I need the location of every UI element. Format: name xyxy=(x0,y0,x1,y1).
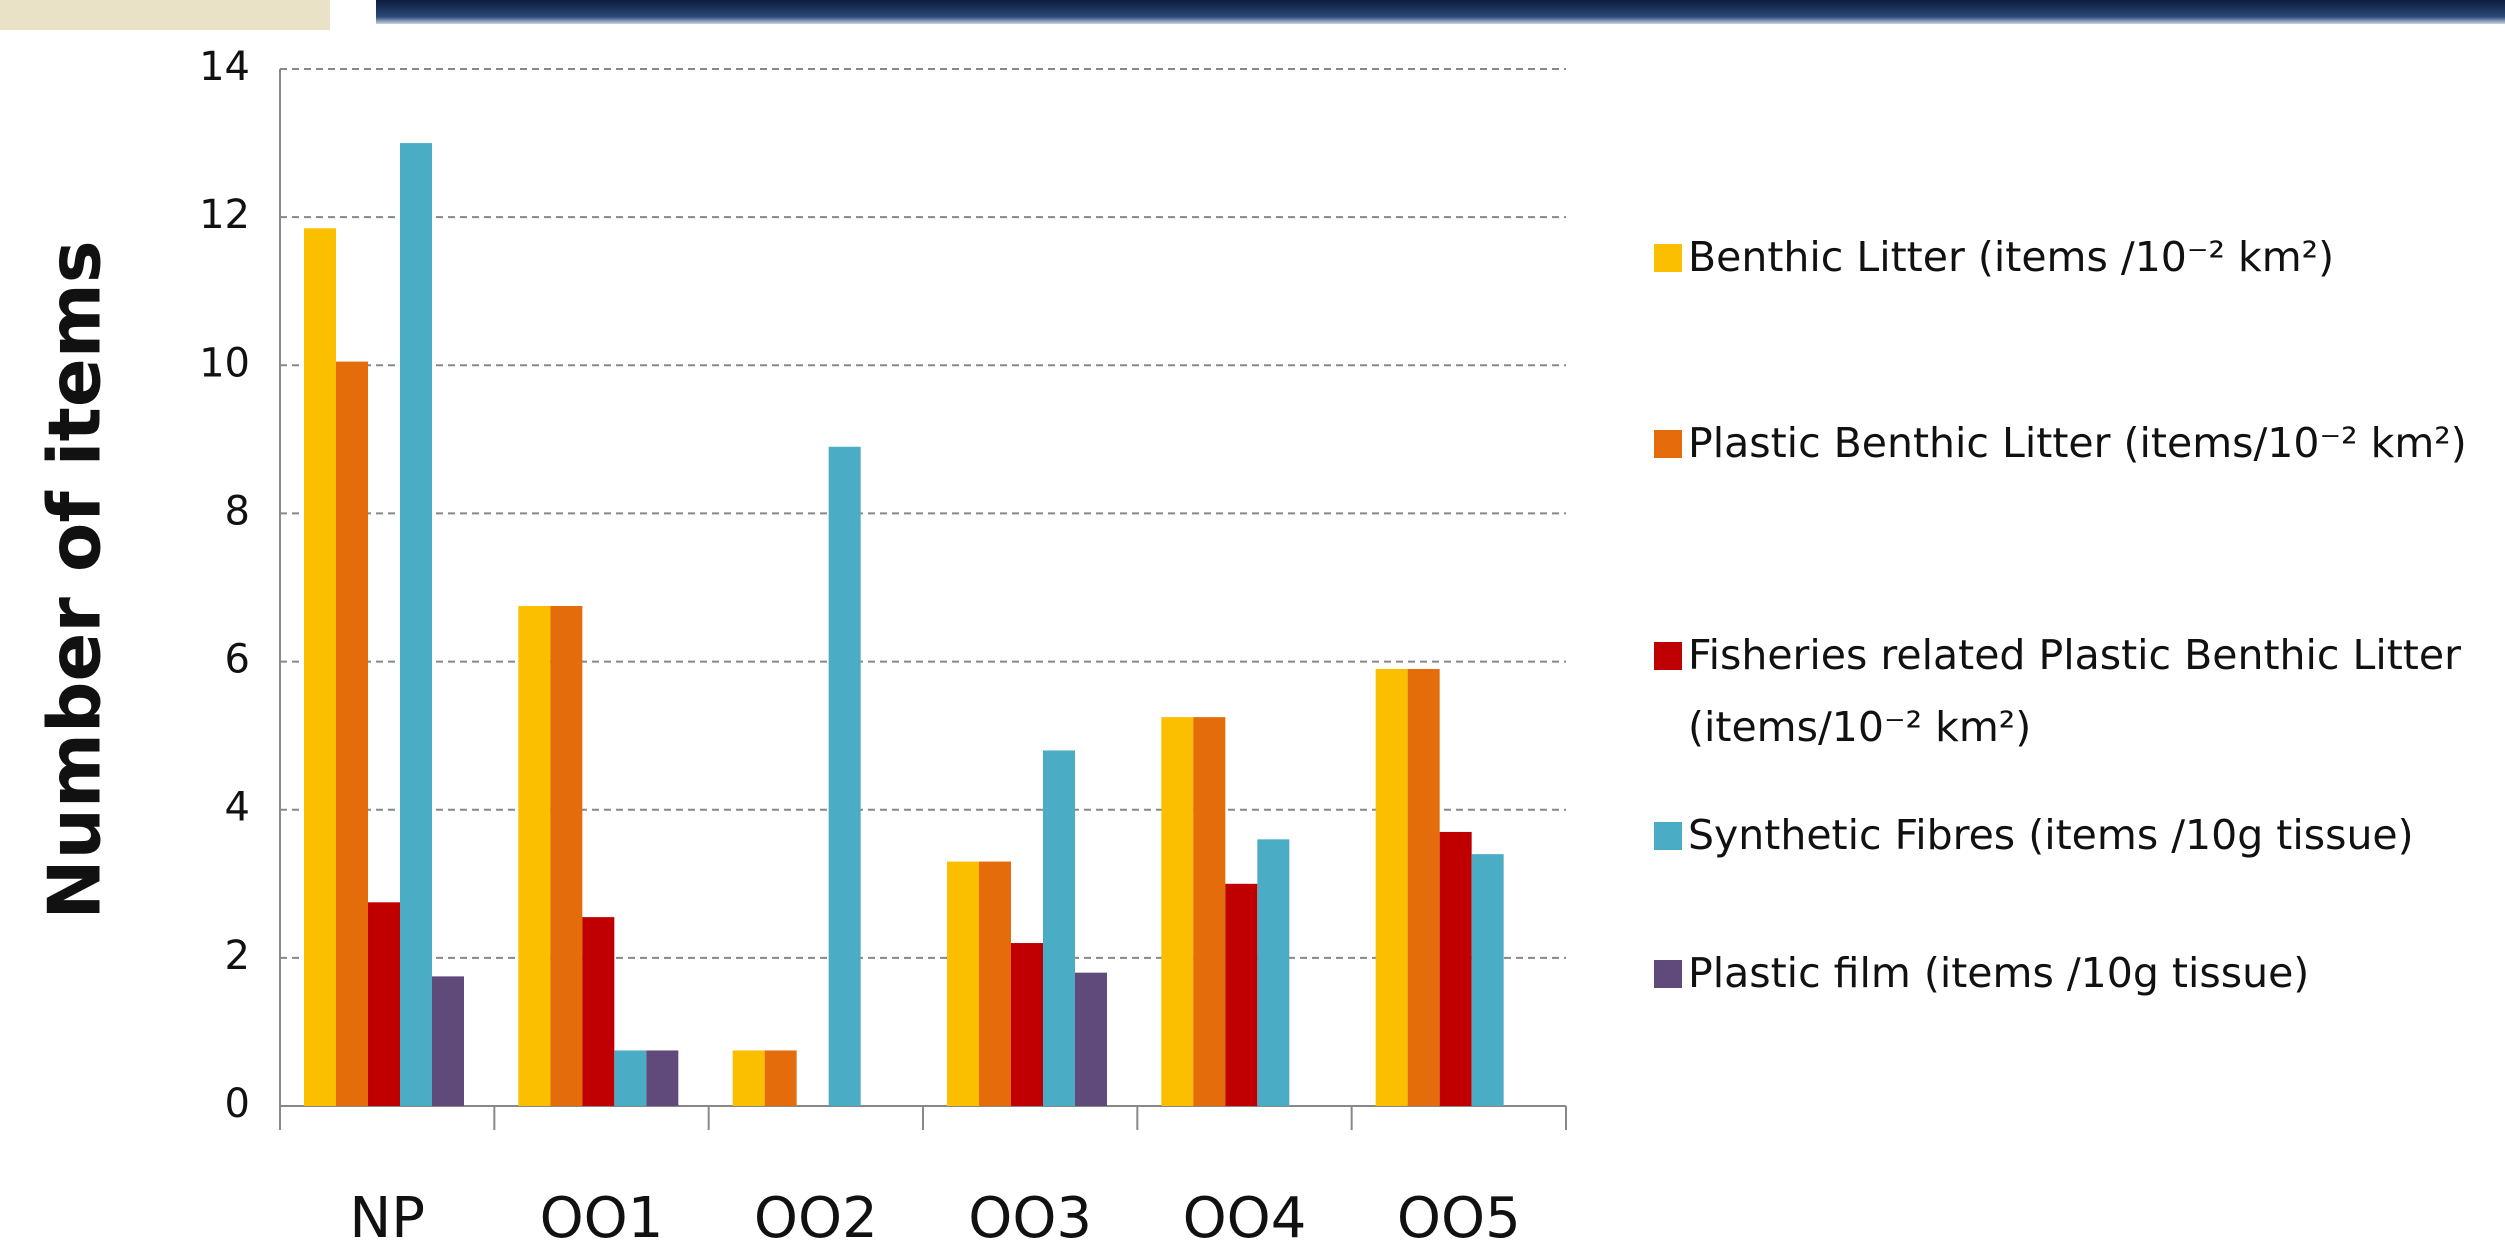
legend-entry: Fisheries related Plastic Benthic Litter… xyxy=(1654,620,2494,764)
y-tick-label: 0 xyxy=(225,1081,250,1127)
legend-label: Benthic Litter (items /10⁻² km²) xyxy=(1688,233,2335,281)
legend-label: Plastic Benthic Litter (items/10⁻² km²) xyxy=(1688,419,2467,467)
legend-swatch xyxy=(1654,430,1682,458)
bar xyxy=(550,606,583,1106)
legend-swatch xyxy=(1654,244,1682,272)
y-tick-label: 12 xyxy=(199,192,250,238)
bar xyxy=(368,902,400,1106)
x-tick-label: OO2 xyxy=(754,1186,878,1240)
header-band xyxy=(376,0,2505,24)
y-tick-label: 6 xyxy=(225,637,250,683)
bar xyxy=(432,976,464,1106)
legend-entry: Plastic Benthic Litter (items/10⁻² km²) xyxy=(1654,408,2494,480)
legend-swatch xyxy=(1654,822,1682,850)
corner-image xyxy=(0,0,330,30)
x-tick-label: OO1 xyxy=(540,1186,664,1240)
bar xyxy=(1161,717,1194,1106)
bar xyxy=(947,861,979,1106)
legend-entry: Synthetic Fibres (items /10g tissue) xyxy=(1654,800,2494,872)
bar xyxy=(1043,750,1075,1106)
bar xyxy=(336,361,368,1106)
legend-entry: Plastic film (items /10g tissue) xyxy=(1654,938,2494,1010)
bar xyxy=(1193,717,1226,1106)
legend-label: Plastic film (items /10g tissue) xyxy=(1688,949,2310,997)
legend-label: Fisheries related Plastic Benthic Litter… xyxy=(1688,631,2461,751)
bar xyxy=(1375,668,1408,1106)
bar xyxy=(732,1050,765,1106)
bar xyxy=(1225,883,1258,1106)
bar xyxy=(1075,972,1107,1106)
y-axis-label: Number of items xyxy=(33,240,117,919)
bar xyxy=(582,917,615,1106)
bar xyxy=(1257,839,1290,1106)
legend-swatch xyxy=(1654,642,1682,670)
x-tick-label: OO3 xyxy=(968,1186,1092,1240)
y-tick-label: 14 xyxy=(199,44,250,90)
bar xyxy=(304,228,336,1107)
bar xyxy=(646,1050,679,1106)
legend-label: Synthetic Fibres (items /10g tissue) xyxy=(1688,811,2414,859)
legend-entry: Benthic Litter (items /10⁻² km²) xyxy=(1654,222,2494,294)
bar xyxy=(400,143,432,1107)
bar xyxy=(1011,943,1043,1106)
bar xyxy=(1439,831,1472,1106)
bar xyxy=(518,606,551,1106)
bar xyxy=(828,446,861,1106)
legend-swatch xyxy=(1654,960,1682,988)
bar xyxy=(1407,668,1440,1106)
x-tick-label: OO5 xyxy=(1397,1186,1521,1240)
x-tick-label: NP xyxy=(349,1186,425,1240)
bar xyxy=(979,861,1011,1106)
y-tick-label: 10 xyxy=(199,340,250,386)
bar xyxy=(764,1050,797,1106)
y-tick-label: 2 xyxy=(225,933,250,979)
y-tick-label: 8 xyxy=(225,488,250,534)
x-tick-label: OO4 xyxy=(1183,1186,1307,1240)
bar xyxy=(1471,854,1504,1106)
y-tick-label: 4 xyxy=(225,785,250,831)
bar xyxy=(614,1050,647,1106)
